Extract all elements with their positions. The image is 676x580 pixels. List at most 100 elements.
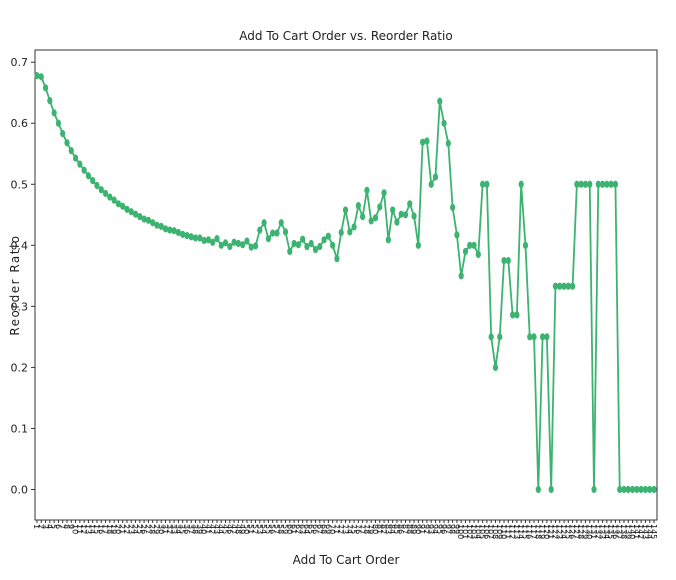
x-tick-label: 4 — [45, 524, 54, 529]
data-point — [270, 229, 276, 237]
data-point — [308, 239, 314, 248]
x-tick-label: 67 — [315, 524, 324, 534]
x-tick-label: 56 — [268, 524, 277, 534]
data-point — [355, 202, 361, 210]
data-point — [317, 242, 323, 251]
x-tick-label: 53 — [255, 524, 264, 534]
x-tick-label: 84 — [388, 524, 397, 534]
data-point — [231, 238, 237, 246]
data-point — [552, 282, 559, 290]
data-point — [475, 250, 481, 259]
x-tick-label: 64 — [302, 524, 311, 534]
y-tick-label: 0.3 — [11, 300, 29, 313]
x-tick-label: 41 — [203, 524, 212, 534]
x-tick-label: 93 — [426, 524, 435, 534]
x-tick-label: 139 — [623, 524, 632, 539]
x-tick-label: 119 — [538, 524, 547, 539]
data-point — [210, 238, 216, 246]
x-tick-label: 38 — [191, 524, 200, 534]
data-point — [411, 212, 417, 220]
x-tick-label: 21 — [118, 524, 127, 534]
x-tick-label: 109 — [495, 524, 504, 539]
x-tick-label: 143 — [640, 524, 649, 539]
data-point — [445, 139, 451, 147]
x-tick-label: 105 — [478, 524, 487, 539]
x-tick-label: 28 — [148, 524, 157, 534]
x-tick-label: 50 — [242, 524, 251, 534]
data-point — [167, 226, 173, 234]
data-point — [497, 333, 503, 341]
data-point — [222, 239, 229, 247]
x-tick-label: 135 — [606, 524, 615, 539]
x-tick-label: 91 — [418, 524, 427, 534]
data-point — [282, 228, 289, 236]
x-tick-label: 126 — [568, 524, 577, 539]
x-tick-label: 142 — [636, 524, 645, 539]
x-tick-label: 112 — [508, 524, 517, 539]
data-point — [107, 193, 113, 201]
data-point — [72, 154, 79, 162]
data-point — [377, 203, 383, 211]
data-point — [261, 219, 267, 227]
x-tick-label: 111 — [503, 524, 512, 539]
data-point — [274, 229, 280, 237]
data-point — [55, 119, 62, 127]
x-tick-label: 35 — [178, 524, 187, 534]
x-tick-label: 104 — [473, 524, 482, 539]
data-point — [441, 119, 447, 127]
y-tick-label: 0.6 — [11, 117, 29, 130]
x-tick-label: 49 — [238, 524, 247, 534]
data-point — [582, 180, 589, 188]
data-point — [617, 485, 623, 494]
x-tick-label: 33 — [169, 524, 178, 534]
x-tick-label: 130 — [585, 524, 594, 539]
x-tick-label: 118 — [533, 524, 542, 539]
x-tick-label: 37 — [186, 524, 195, 534]
x-tick-label: 134 — [602, 524, 611, 539]
data-point — [432, 173, 439, 181]
x-tick-label: 88 — [405, 524, 414, 534]
data-point — [415, 241, 421, 249]
x-tick-label: 20 — [113, 524, 122, 534]
x-tick-label: 65 — [306, 524, 315, 534]
x-tick-label: 138 — [619, 524, 628, 539]
data-point — [252, 242, 259, 250]
data-point — [454, 231, 460, 239]
x-tick-label: 22 — [122, 524, 131, 534]
data-point — [47, 97, 53, 105]
data-point — [235, 239, 241, 248]
data-point — [638, 485, 644, 494]
data-point — [205, 236, 211, 244]
data-point — [51, 109, 57, 117]
x-tick-label: 128 — [576, 524, 585, 539]
x-tick-label: 145 — [649, 524, 658, 539]
data-point — [141, 215, 147, 223]
data-point — [651, 485, 657, 494]
x-tick-label: 81 — [375, 524, 384, 534]
x-tick-label: 40 — [199, 524, 208, 534]
x-tick-label: 62 — [293, 524, 302, 534]
data-point — [300, 235, 306, 243]
data-point — [197, 234, 203, 242]
y-tick-label: 0.2 — [11, 361, 29, 374]
x-tick-label: 61 — [289, 524, 298, 534]
x-tick-label: 90 — [413, 524, 422, 534]
x-tick-label: 71 — [332, 524, 341, 534]
x-tick-label: 63 — [298, 524, 307, 534]
data-point — [291, 239, 297, 248]
x-tick-label: 39 — [195, 524, 204, 534]
data-point — [522, 241, 529, 249]
data-point — [647, 485, 653, 494]
data-point — [188, 233, 194, 241]
x-tick-label: 86 — [396, 524, 405, 534]
data-point — [604, 180, 610, 188]
data-point — [372, 214, 379, 222]
data-point — [244, 237, 250, 245]
data-point — [171, 227, 177, 235]
data-point — [115, 200, 122, 208]
data-point — [192, 234, 199, 242]
data-point — [527, 333, 533, 341]
data-point — [428, 180, 434, 188]
x-tick-label: 82 — [379, 524, 388, 534]
